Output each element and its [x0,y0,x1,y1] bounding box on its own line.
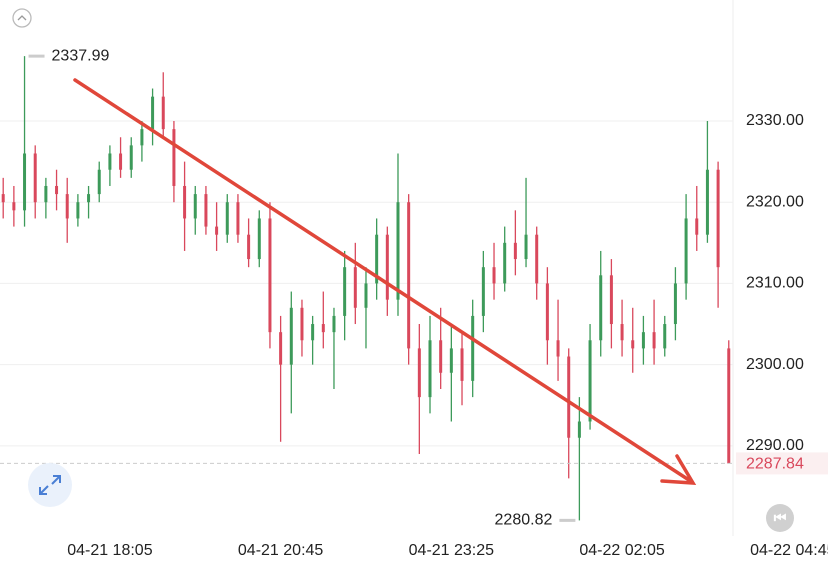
candle-body [140,129,144,146]
trend-arrow [73,78,697,485]
x-tick-label: 04-22 04:45 [750,542,828,559]
candle-body [161,96,165,130]
candle-body [65,194,69,219]
candle-body [524,234,528,260]
candle-body [631,340,635,349]
candle-body [545,283,549,341]
y-tick-label: 2330.00 [746,112,804,129]
candle-body [417,348,421,398]
candle-body [119,153,123,170]
candle-body [609,275,613,325]
candle-body [300,307,304,341]
candle-body [503,242,507,284]
candle-body [23,153,27,211]
candle-body [215,226,219,235]
candle-body [620,324,624,341]
candle-body [129,145,133,170]
candle-body [97,169,101,195]
candle-body [449,348,453,373]
candle-body [1,194,5,203]
candle-body [87,194,91,203]
candle-body [183,185,187,219]
candle-body [684,218,688,284]
candle-body [268,218,272,333]
candle-body [76,202,80,219]
candle-body [33,153,37,203]
candle-body [279,332,283,365]
candle-body [695,218,699,235]
candle-body [236,202,240,235]
candle-body [663,324,667,349]
candle-body [652,332,656,349]
candle-body [460,348,464,381]
candle-body [556,340,560,357]
candle-body [311,324,315,341]
collapse-button[interactable] [12,8,32,28]
high-label: 2337.99 [52,47,110,64]
candle-body [321,324,325,333]
candle-body [439,340,443,373]
candle-body [535,234,539,284]
y-tick-label: 2290.00 [746,437,804,454]
candle-body [673,283,677,325]
candle-body [375,234,379,284]
candle-body [247,234,251,260]
scroll-end-button[interactable]: ⏮ [766,504,794,532]
low-label: 2280.82 [495,512,553,529]
candle-body [172,129,176,186]
y-tick-label: 2300.00 [746,356,804,373]
candle-body [716,169,720,268]
y-tick-label: 2310.00 [746,275,804,292]
candle-body [289,307,293,365]
candle-body [599,275,603,341]
candle-body [396,202,400,300]
candle-body [55,185,59,195]
last-price-label: 2287.84 [746,456,804,473]
candle-body [577,421,581,438]
plot: 2290.00 2300.00 2310.00 2320.00 2330.00 04-21… [0,47,828,559]
candle-body [257,218,261,260]
candle-body [204,194,208,227]
candle-body [492,267,496,284]
candle-body [641,332,645,349]
candle-body [428,340,432,398]
candle-body [364,283,368,308]
candle-body [332,315,336,333]
candle-body [471,315,475,381]
candle-body [567,356,571,438]
x-tick-label: 04-21 18:05 [67,542,153,559]
candle-body [343,267,347,316]
x-tick-label: 04-21 20:45 [238,542,324,559]
candle-body [588,340,592,422]
candle-body [481,267,485,316]
candle-body [193,194,197,219]
candle-body [44,185,48,203]
candle-body [727,348,731,464]
candle-body [108,153,112,170]
candle-body [705,169,709,235]
y-tick-label: 2320.00 [746,193,804,210]
candle-body [385,234,389,300]
expand-button[interactable] [28,463,72,507]
x-tick-label: 04-22 02:05 [579,542,665,559]
x-tick-label: 04-21 23:25 [409,542,495,559]
candle-body [353,267,357,308]
candle-body [225,202,229,235]
candle-body [12,202,16,211]
last-price-box [736,452,828,475]
svg-text:⏮: ⏮ [774,510,787,526]
candle-body [513,242,517,260]
candle-body [151,96,155,130]
candle-body [407,202,411,349]
